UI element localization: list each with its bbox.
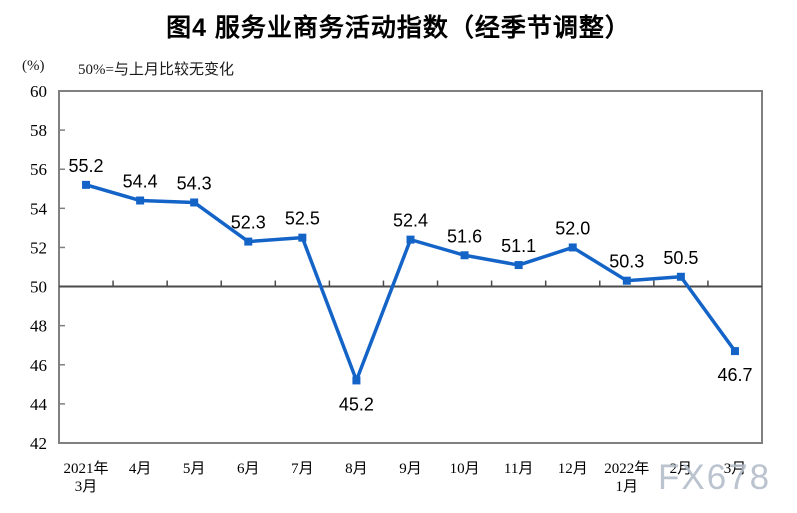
x-axis-category-label: 2月: [670, 461, 693, 477]
data-point-label: 46.7: [717, 365, 752, 385]
x-axis-category-label: 3月: [75, 479, 98, 495]
y-axis-tick-label: 60: [30, 82, 47, 101]
x-axis-category-label: 9月: [399, 461, 422, 477]
x-axis-category-label: 2021年: [64, 460, 109, 477]
x-axis-category-label: 6月: [237, 461, 260, 477]
x-axis-category-label: 8月: [345, 461, 368, 477]
y-axis-tick-label: 44: [30, 395, 48, 414]
data-point-label: 45.2: [339, 394, 374, 414]
x-axis-category-label: 10月: [450, 461, 480, 477]
data-point-marker: [298, 233, 307, 242]
data-point-marker: [568, 243, 577, 252]
reference-note: 50%=与上月比较无变化: [78, 62, 234, 78]
y-axis-tick-label: 52: [30, 238, 47, 257]
data-point-label: 52.5: [285, 209, 320, 229]
x-axis-category-label: 12月: [558, 461, 588, 477]
data-point-label: 55.2: [69, 156, 104, 176]
y-axis-tick-label: 56: [30, 160, 47, 179]
x-axis-category-label: 7月: [291, 461, 314, 477]
data-point-marker: [730, 347, 739, 356]
chart-title: 图4 服务业商务活动指数（经季节调整）: [166, 14, 631, 42]
data-point-marker: [190, 198, 199, 207]
data-point-label: 52.3: [231, 213, 266, 233]
data-point-label: 50.3: [609, 252, 644, 272]
data-point-marker: [406, 235, 415, 244]
y-axis-tick-label: 46: [30, 356, 47, 375]
data-point-label: 51.6: [447, 226, 482, 246]
watermark: FX678: [658, 458, 772, 497]
data-point-marker: [244, 237, 253, 246]
data-point-marker: [514, 261, 523, 270]
data-point-label: 54.4: [123, 172, 158, 192]
x-axis-category-label: 11月: [504, 461, 533, 477]
x-axis-category-label: 4月: [129, 461, 152, 477]
y-axis-tick-label: 58: [30, 121, 47, 140]
x-axis-category-label: 2022年: [604, 460, 649, 477]
data-point-label: 54.3: [177, 173, 212, 193]
data-point-marker: [82, 180, 91, 189]
x-axis-category-label: 5月: [183, 461, 206, 477]
y-axis-unit-label: (%): [22, 58, 45, 74]
x-axis-category-label: 1月: [616, 479, 639, 495]
data-point-marker: [460, 251, 469, 260]
data-point-marker: [136, 196, 145, 205]
data-point-marker: [352, 376, 361, 385]
data-point-label: 50.5: [663, 248, 698, 268]
y-axis-tick-label: 48: [30, 317, 47, 336]
y-axis-tick-label: 50: [30, 278, 47, 297]
data-point-marker: [676, 272, 685, 281]
y-axis-tick-label: 42: [30, 434, 47, 453]
data-point-label: 52.4: [393, 211, 428, 231]
y-axis-tick-label: 54: [30, 199, 48, 218]
data-point-marker: [622, 276, 631, 285]
data-point-label: 52.0: [555, 218, 590, 238]
x-axis-category-label: 3月: [724, 461, 747, 477]
plot-border: [58, 90, 763, 444]
data-point-label: 51.1: [501, 236, 536, 256]
